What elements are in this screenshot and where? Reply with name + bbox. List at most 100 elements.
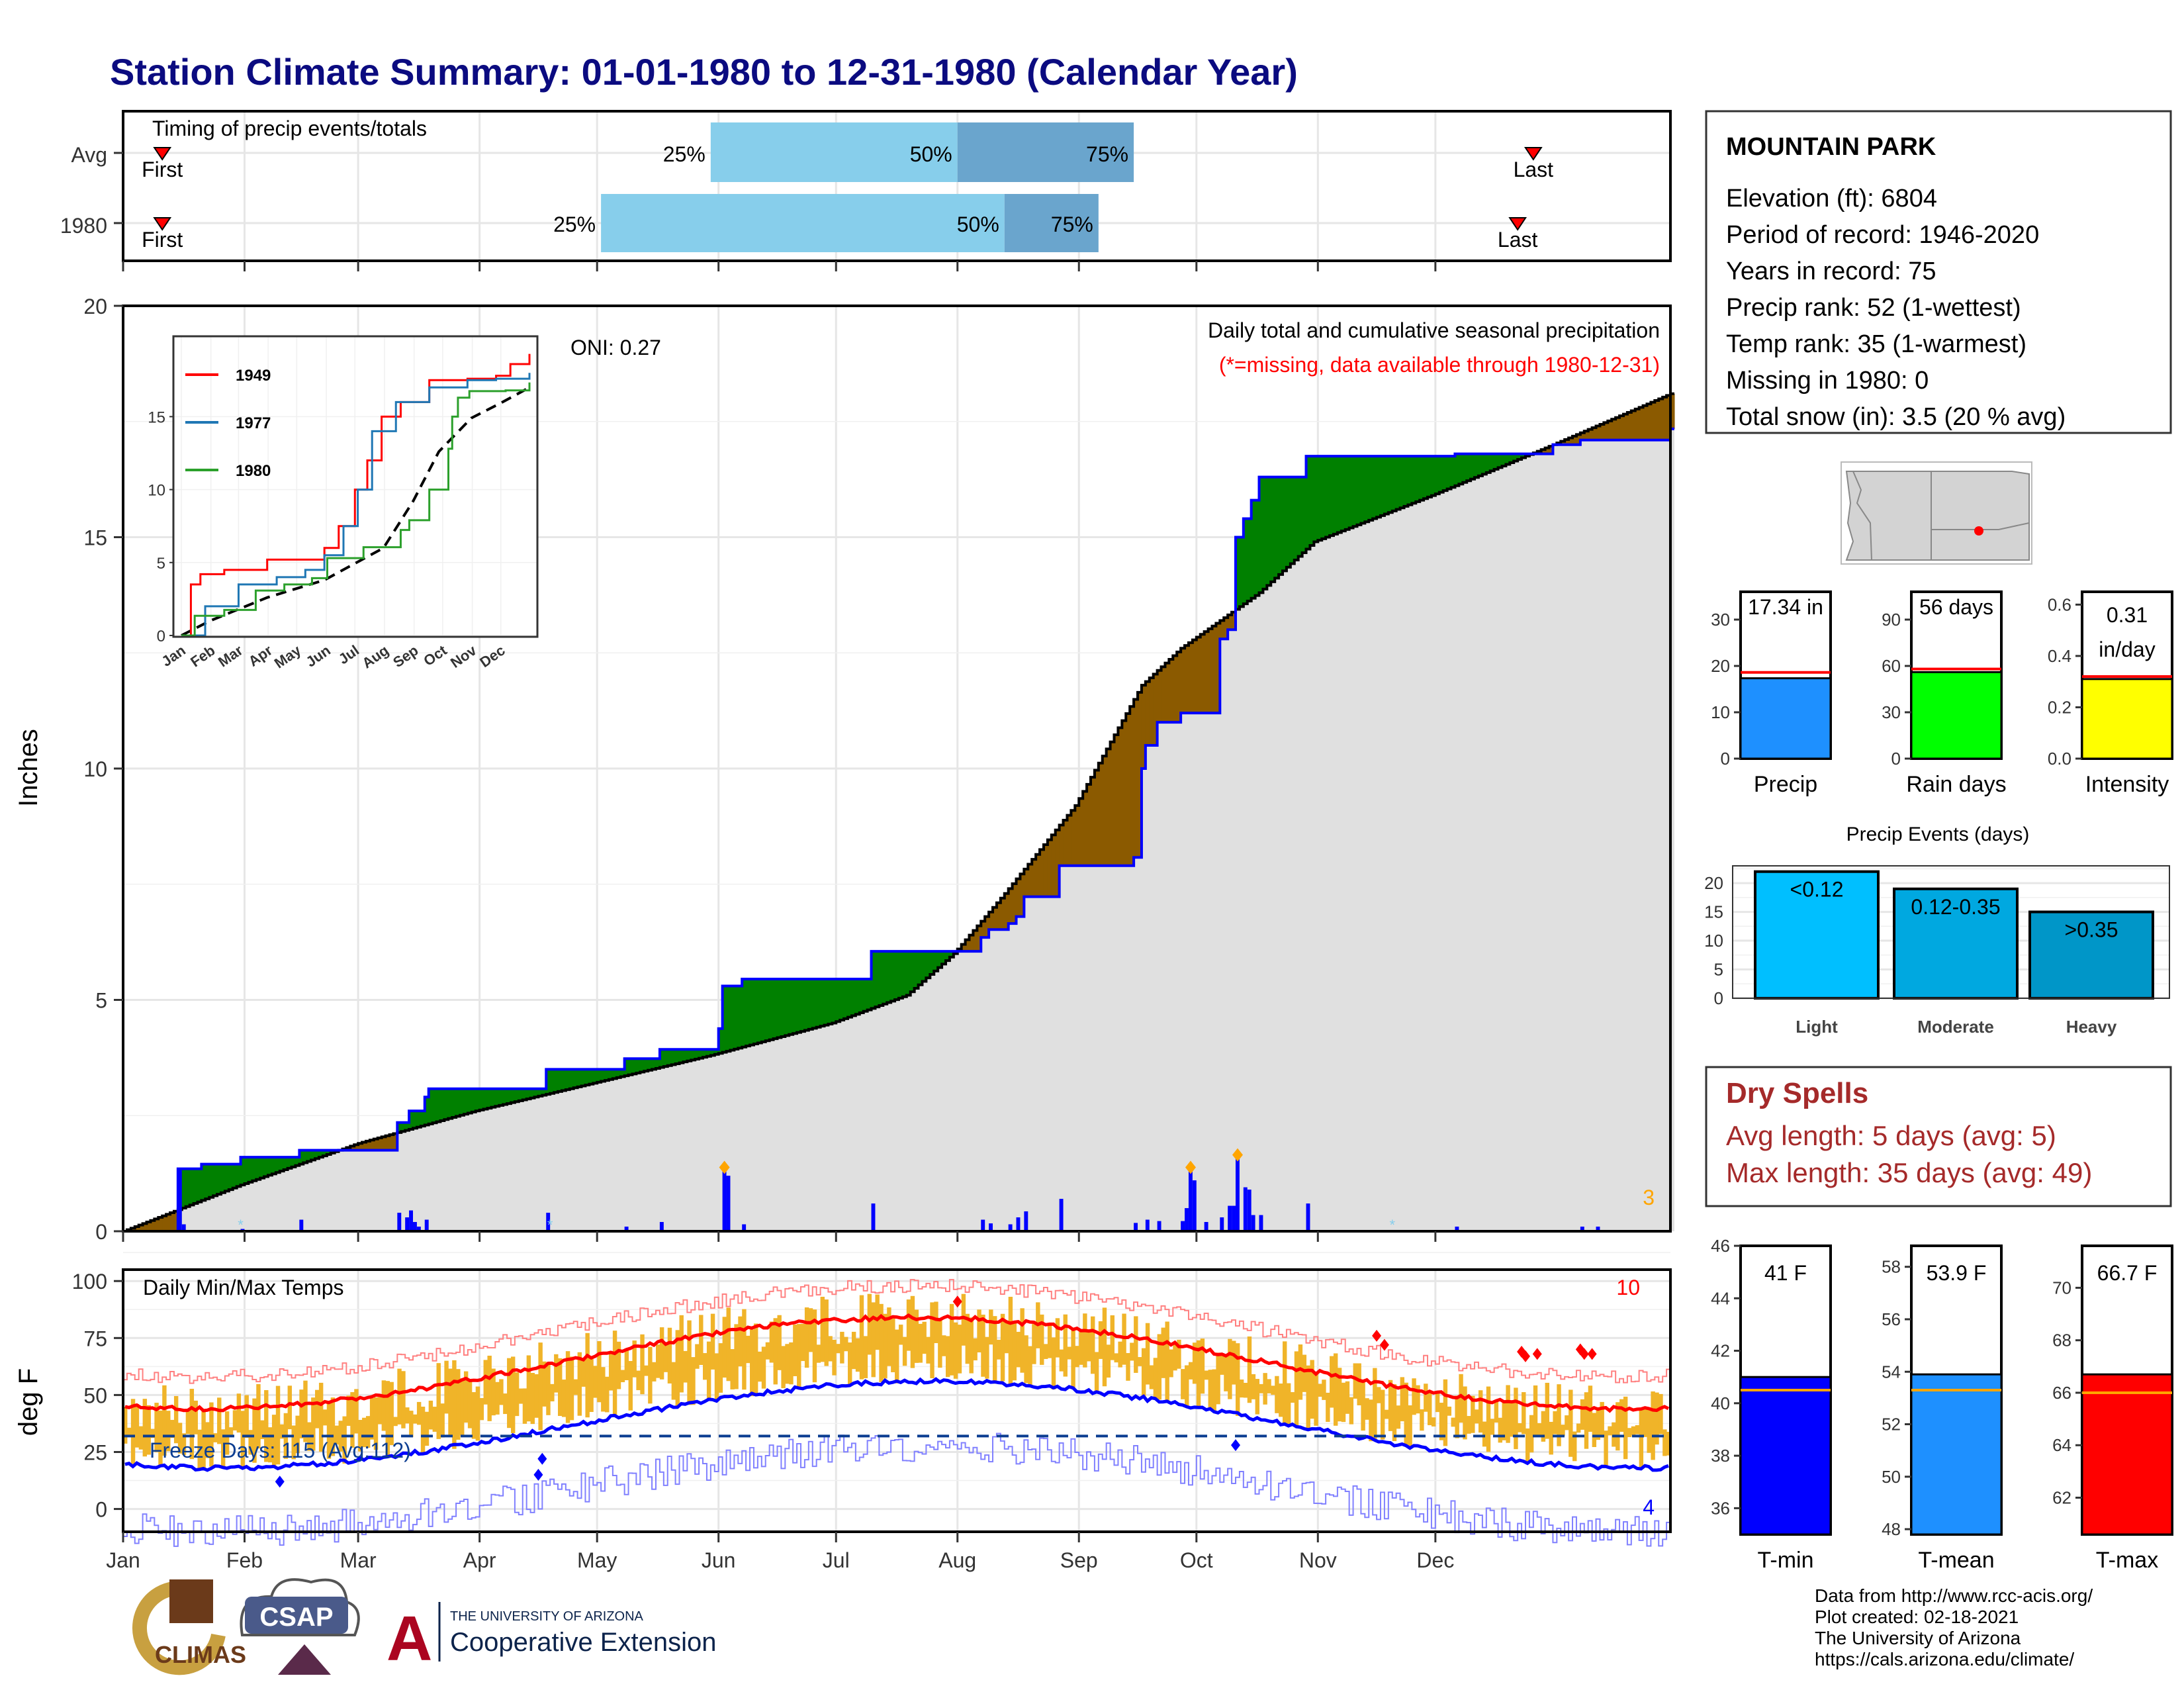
precip-anomaly-221 bbox=[989, 912, 993, 930]
temp-daily-range-25 bbox=[220, 1429, 226, 1468]
precip-anomaly-357 bbox=[1522, 453, 1526, 458]
precip-anomaly-11 bbox=[166, 1214, 171, 1231]
temp-daily-range-348 bbox=[1486, 1386, 1491, 1452]
precip-anomaly-274 bbox=[1196, 637, 1201, 714]
precip-anomaly-45 bbox=[299, 1150, 304, 1164]
temp-daily-range-29 bbox=[236, 1393, 242, 1433]
precip-daily-bar-35 bbox=[1243, 1187, 1248, 1231]
logo-climas: CLIMAS bbox=[132, 1579, 246, 1675]
precip-daily-bar-38 bbox=[1259, 1215, 1263, 1231]
precip-anomaly-53 bbox=[330, 1150, 336, 1153]
precip-anomaly-280 bbox=[1220, 620, 1224, 639]
precip-daily-bar-14 bbox=[726, 1176, 731, 1231]
record-low-marker-3 bbox=[1230, 1439, 1240, 1452]
temp-daily-range-262 bbox=[1149, 1365, 1154, 1389]
precip-anomaly-149 bbox=[706, 1049, 711, 1056]
precip-anomaly-178 bbox=[820, 979, 825, 1027]
precip-anomaly-158 bbox=[742, 979, 747, 1047]
temp-daily-range-51 bbox=[322, 1409, 328, 1426]
precip-anomaly-73 bbox=[409, 1111, 414, 1129]
precip-daily-bar-7 bbox=[413, 1222, 417, 1231]
climas-mark bbox=[169, 1579, 213, 1623]
temp-daily-range-293 bbox=[1271, 1385, 1275, 1395]
precip-anomaly-383 bbox=[1623, 414, 1628, 440]
record-high-marker-0 bbox=[952, 1295, 962, 1308]
temp-daily-range-387 bbox=[1639, 1407, 1644, 1468]
precip-anomaly-87 bbox=[463, 1088, 469, 1115]
temp-daily-range-211 bbox=[949, 1303, 954, 1376]
inset-ytick-label-1: 5 bbox=[157, 555, 165, 573]
precip-anomaly-247 bbox=[1090, 777, 1095, 866]
record-low-marker-2 bbox=[537, 1452, 547, 1465]
temp-daily-range-259 bbox=[1138, 1357, 1142, 1366]
precip-anomaly-133 bbox=[644, 1058, 649, 1072]
precip-anomaly-197 bbox=[895, 951, 899, 1000]
temp-daily-range-337 bbox=[1443, 1379, 1448, 1446]
precip-anomaly-206 bbox=[930, 951, 934, 975]
temp-daily-range-84 bbox=[452, 1360, 457, 1449]
precip-anomaly-5 bbox=[142, 1223, 148, 1231]
temp-daily-range-213 bbox=[957, 1325, 962, 1374]
precip-anomaly-229 bbox=[1020, 874, 1024, 917]
temp-daily-range-191 bbox=[871, 1302, 876, 1378]
temp-daily-range-365 bbox=[1553, 1411, 1557, 1434]
temp-bar-tick-label-2-0: 62 bbox=[2052, 1488, 2071, 1508]
temp-daily-range-275 bbox=[1200, 1338, 1205, 1394]
inset-legend-label-0: 1949 bbox=[236, 367, 271, 385]
temp-daily-range-116 bbox=[577, 1352, 582, 1416]
precip-anomaly-332 bbox=[1424, 456, 1428, 499]
temp-daily-range-206 bbox=[930, 1302, 934, 1379]
precip-anomaly-373 bbox=[1584, 431, 1589, 440]
temp-daily-range-279 bbox=[1216, 1352, 1220, 1405]
precip-events-bar-label-2: >0.35 bbox=[2065, 918, 2118, 942]
precip-corner-count: 3 bbox=[1643, 1186, 1655, 1209]
temp-daily-range-197 bbox=[895, 1329, 899, 1383]
precip-anomaly-163 bbox=[761, 979, 766, 1042]
precip-anomaly-377 bbox=[1600, 424, 1604, 440]
temp-daily-range-232 bbox=[1032, 1324, 1036, 1364]
precip-anomaly-303 bbox=[1310, 456, 1314, 545]
temp-daily-range-110 bbox=[554, 1354, 559, 1393]
precip-anomaly-77 bbox=[424, 1097, 430, 1125]
timing-q25-q50-bar-0 bbox=[710, 122, 958, 182]
temp-daily-range-312 bbox=[1345, 1381, 1350, 1414]
precip-anomaly-290 bbox=[1259, 477, 1264, 593]
temp-daily-range-67 bbox=[385, 1381, 390, 1456]
temp-daily-range-287 bbox=[1247, 1336, 1252, 1403]
precip-anomaly-184 bbox=[844, 979, 848, 1019]
precip-anomaly-269 bbox=[1177, 651, 1181, 723]
temp-daily-range-268 bbox=[1173, 1344, 1177, 1371]
temp-daily-range-218 bbox=[977, 1309, 981, 1353]
temp-daily-range-389 bbox=[1647, 1407, 1651, 1453]
temp-daily-range-306 bbox=[1322, 1380, 1326, 1400]
precip-daily-bar-32 bbox=[1228, 1205, 1232, 1231]
precip-average-line bbox=[123, 392, 1674, 1233]
temp-daily-range-62 bbox=[365, 1416, 371, 1448]
precip-daily-bar-15 bbox=[742, 1224, 747, 1231]
precip-anomaly-67 bbox=[385, 1135, 390, 1150]
precip-anomaly-173 bbox=[800, 979, 805, 1032]
precip-anomaly-310 bbox=[1337, 456, 1342, 533]
precip-anomaly-68 bbox=[389, 1135, 394, 1150]
temp-daily-range-294 bbox=[1275, 1376, 1279, 1413]
precip-anomaly-109 bbox=[550, 1069, 555, 1094]
temp-daily-range-202 bbox=[914, 1309, 919, 1363]
precip-anomaly-86 bbox=[460, 1088, 465, 1115]
temperature-panel-title: Daily Min/Max Temps bbox=[143, 1276, 343, 1299]
precip-anomaly-219 bbox=[981, 921, 985, 938]
precip-anomaly-8 bbox=[154, 1219, 159, 1231]
mini-bar-label-2: Intensity bbox=[2085, 772, 2169, 797]
temp-daily-range-36 bbox=[264, 1390, 269, 1462]
temp-daily-range-77 bbox=[424, 1411, 430, 1446]
precip-anomaly-327 bbox=[1404, 456, 1409, 506]
precip-anomaly-6 bbox=[146, 1222, 152, 1231]
temp-daily-range-185 bbox=[848, 1342, 852, 1385]
precip-anomaly-331 bbox=[1420, 456, 1424, 500]
temp-daily-range-317 bbox=[1365, 1398, 1369, 1420]
precip-anomaly-176 bbox=[812, 979, 817, 1029]
precip-anomaly-122 bbox=[601, 1069, 606, 1082]
precip-anomaly-102 bbox=[522, 1088, 527, 1100]
temp-daily-range-63 bbox=[369, 1398, 375, 1440]
temp-daily-range-50 bbox=[318, 1382, 324, 1452]
temp-daily-range-114 bbox=[569, 1356, 574, 1421]
